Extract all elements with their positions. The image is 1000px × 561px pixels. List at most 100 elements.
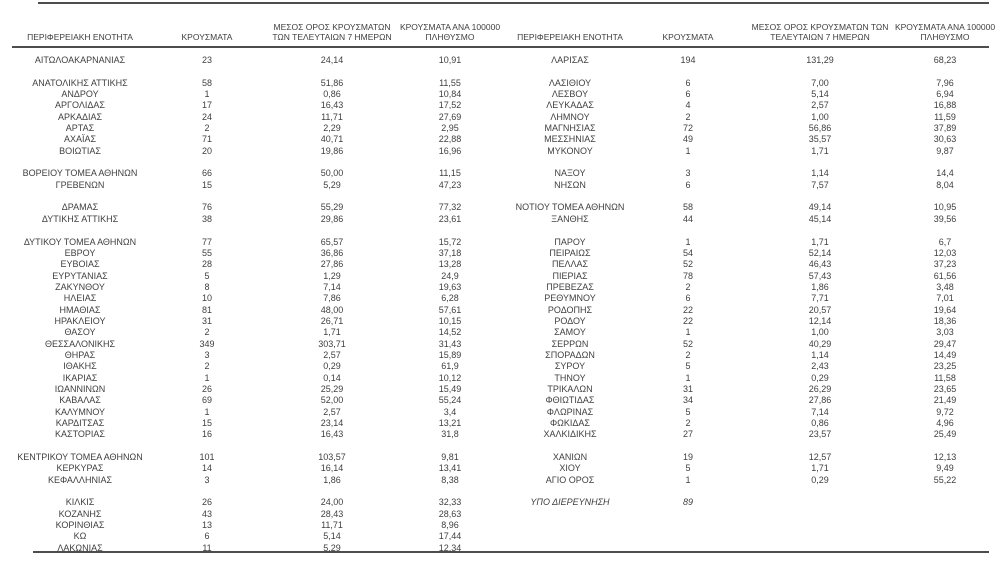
avg7-cases-cell: 1,14 [811, 168, 829, 179]
cases-cell: 2 [685, 418, 691, 428]
cases-cell: 6 [685, 77, 691, 88]
table-row: ΑΡΤΑΣ 2 2,29 2,95 [15, 123, 505, 134]
table-row: ΙΩΑΝΝΙΝΩΝ 26 25,29 15,49 [15, 384, 505, 395]
cases-per-100k-cell [889, 497, 1000, 508]
cases-per-100k-cell: 15,49 [438, 383, 462, 394]
cases-per-100k-cell: 23,65 [933, 383, 957, 394]
cases-per-100k-cell: 47,23 [438, 179, 462, 190]
region-name-cell: ΧΑΝΙΩΝ [552, 452, 588, 463]
cases-per-100k-cell: 23,25 [933, 361, 957, 372]
region-name-cell: ΛΕΣΒΟΥ [551, 89, 589, 100]
col-header-cases: ΚΡΟΥΣΜΑΤΑ [662, 32, 714, 42]
cases-per-100k-cell: 32,33 [438, 497, 462, 508]
region-name-cell: ΕΥΡΥΤΑΝΙΑΣ [52, 270, 108, 281]
col-header-7day-average: ΜΕΣΟΣ ΟΡΟΣ ΚΡΟΥΣΜΑΤΩΝ ΤΩΝ ΤΕΛΕΥΤΑΙΩΝ 7 Η… [272, 22, 392, 42]
avg7-cases-cell: 24,14 [320, 55, 344, 65]
table-row: ΚΕΦΑΛΛΗΝΙΑΣ 3 1,86 8,38 [15, 475, 505, 486]
region-name-cell: ΡΟΔΟΠΗΣ [547, 304, 593, 315]
avg7-cases-cell: 131,29 [806, 55, 834, 65]
region-name-cell: ΚΑΛΥΜΝΟΥ [54, 406, 106, 417]
region-name-cell: ΠΕΙΡΑΙΩΣ [549, 247, 591, 258]
column-header-row: ΠΕΡΙΦΕΡΕΙΑΚΗ ΕΝΟΤΗΤΑ ΚΡΟΥΣΜΑΤΑ ΜΕΣΟΣ ΟΡΟ… [515, 14, 1000, 44]
region-name-cell: ΘΗΡΑΣ [64, 349, 96, 360]
cases-per-100k-cell: 12,34 [438, 542, 462, 553]
region-name-cell: ΣΑΜΟΥ [554, 327, 586, 338]
region-name-cell: ΗΛΕΙΑΣ [63, 293, 97, 304]
cases-cell: 49 [682, 134, 693, 145]
cases-per-100k-cell: 10,15 [438, 315, 462, 326]
avg7-cases-cell: 7,86 [323, 293, 341, 304]
cases-cell: 28 [201, 259, 212, 270]
table-row: ΛΗΜΝΟΥ 2 1,00 11,59 [515, 112, 1000, 123]
table-row: ΝΟΤΙΟΥ ΤΟΜΕΑ ΑΘΗΝΩΝ 58 49,14 10,95 [515, 202, 1000, 213]
table-row: ΘΑΣΟΥ 2 1,71 14,52 [15, 327, 505, 338]
table-row: ΜΥΚΟΝΟΥ 1 1,71 9,87 [515, 146, 1000, 157]
cases-cell: 2 [685, 281, 691, 292]
avg7-cases-cell: 16,14 [320, 463, 344, 474]
avg7-cases-cell: 55,29 [320, 202, 344, 213]
cases-per-100k-cell: 10,84 [438, 89, 462, 100]
table-row: ΧΑΛΚΙΔΙΚΗΣ 27 23,57 25,49 [515, 429, 1000, 440]
cases-cell: 6 [685, 293, 691, 304]
avg7-cases-cell: 1,29 [323, 270, 341, 281]
table-row: ΛΑΣΙΘΙΟΥ 6 7,00 7,96 [515, 78, 1000, 89]
cases-per-100k-cell: 11,59 [934, 111, 956, 122]
avg7-cases-cell [751, 497, 889, 508]
avg7-cases-cell: 7,14 [323, 281, 341, 292]
avg7-cases-cell: 28,43 [320, 508, 344, 519]
cases-per-100k-cell: 77,32 [438, 202, 462, 213]
region-name-cell: ΚΙΛΚΙΣ [65, 497, 95, 508]
cases-cell: 34 [682, 395, 693, 406]
avg7-cases-cell: 0,29 [323, 361, 341, 372]
table-row: ΤΗΝΟΥ 1 0,29 11,58 [515, 373, 1000, 384]
cases-cell: 15 [201, 418, 212, 428]
avg7-cases-cell: 45,14 [808, 213, 832, 224]
region-name-cell: ΙΩΑΝΝΙΝΩΝ [54, 383, 106, 394]
avg7-cases-cell: 51,86 [320, 77, 344, 88]
cases-per-100k-cell: 4,96 [936, 418, 954, 428]
table-row: ΓΡΕΒΕΝΩΝ 15 5,29 47,23 [15, 180, 505, 191]
region-name-cell: ΚΟΡΙΝΘΙΑΣ [55, 520, 105, 531]
cases-per-100k-cell: 3,48 [936, 281, 954, 292]
table-row: ΚΕΡΚΥΡΑΣ 14 16,14 13,41 [15, 463, 505, 474]
avg7-cases-cell: 52,14 [808, 247, 832, 258]
cases-table-right-half: ΠΕΡΙΦΕΡΕΙΑΚΗ ΕΝΟΤΗΤΑ ΚΡΟΥΣΜΑΤΑ ΜΕΣΟΣ ΟΡΟ… [515, 0, 1000, 561]
cases-per-100k-cell: 57,61 [438, 304, 462, 315]
region-name-cell: ΧΙΟΥ [559, 463, 581, 474]
header-underline-rule [12, 46, 989, 48]
cases-cell: 20 [201, 145, 212, 156]
cases-cell: 44 [682, 213, 693, 224]
table-row: ΠΙΕΡΙΑΣ 78 57,43 61,56 [515, 271, 1000, 282]
cases-per-100k-cell: 8,04 [936, 179, 954, 190]
col-header-regional-unit: ΠΕΡΙΦΕΡΕΙΑΚΗ ΕΝΟΤΗΤΑ [27, 32, 133, 42]
cases-cell: 2 [204, 327, 210, 338]
cases-cell: 1 [685, 145, 691, 156]
region-name-cell: ΚΑΡΔΙΤΣΑΣ [55, 418, 105, 428]
cases-cell: 77 [201, 236, 212, 247]
cases-per-100k-cell: 37,18 [438, 247, 462, 258]
region-name-cell: ΔΥΤΙΚΟΥ ΤΟΜΕΑ ΑΘΗΝΩΝ [23, 236, 137, 247]
cases-per-100k-cell: 14,52 [438, 327, 462, 338]
cases-cell: 5 [685, 406, 691, 417]
col-header-regional-unit: ΠΕΡΙΦΕΡΕΙΑΚΗ ΕΝΟΤΗΤΑ [517, 32, 623, 42]
cases-cell: 76 [201, 202, 212, 213]
cases-cell: 26 [201, 497, 212, 508]
avg7-cases-cell: 0,29 [811, 474, 829, 485]
cases-cell: 6 [204, 531, 210, 542]
avg7-cases-cell: 24,00 [320, 497, 344, 508]
cases-cell: 78 [682, 270, 693, 281]
table-row: ΑΙΤΩΛΟΑΚΑΡΝΑΝΙΑΣ 23 24,14 10,91 [15, 55, 505, 66]
cases-cell: 17 [201, 100, 212, 111]
avg7-cases-cell: 1,71 [811, 463, 829, 474]
avg7-cases-cell: 5,29 [323, 179, 341, 190]
cases-per-100k-cell: 12,13 [933, 452, 957, 463]
cases-cell: 3 [204, 474, 210, 485]
cases-per-100k-cell: 17,52 [438, 100, 462, 111]
avg7-cases-cell: 27,86 [320, 259, 344, 270]
region-name-cell: ΡΕΘΥΜΝΟΥ [544, 293, 596, 304]
region-name-cell: ΘΕΣΣΑΛΟΝΙΚΗΣ [44, 338, 116, 349]
region-name-cell: ΚΑΒΑΛΑΣ [59, 395, 101, 406]
avg7-cases-cell: 49,14 [808, 202, 832, 213]
region-name-cell: ΦΛΩΡΙΝΑΣ [546, 406, 594, 417]
table-row: ΠΕΛΛΑΣ 52 46,43 37,23 [515, 259, 1000, 270]
